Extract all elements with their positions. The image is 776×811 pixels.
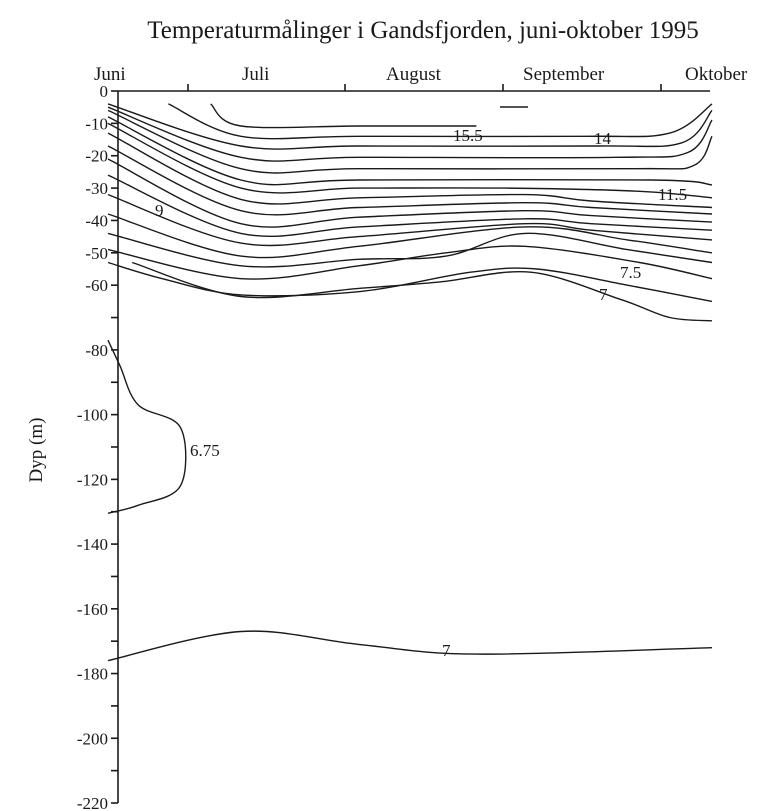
- isotherm-line: [107, 193, 713, 247]
- depth-axis-label: Dyp (m): [26, 418, 47, 483]
- isotherm-line: [107, 158, 713, 228]
- contour-label-15-5: 15.5: [453, 126, 483, 145]
- isotherm-line: [107, 174, 713, 238]
- isotherm-line: [107, 132, 713, 209]
- isotherm-7-deep-line: [107, 630, 713, 662]
- month-label-oktober: Oktober: [685, 64, 748, 85]
- depth-tick-label: -160: [77, 600, 108, 619]
- isotherm-line: [107, 103, 713, 150]
- depth-tick-label: -140: [77, 535, 108, 554]
- depth-tick-label: -10: [85, 114, 108, 133]
- month-label-august: August: [386, 64, 442, 85]
- month-label-september: September: [523, 64, 605, 85]
- isotherm-line: [107, 109, 713, 174]
- isotherm-line: [168, 103, 713, 140]
- depth-tick-label: -40: [85, 211, 108, 230]
- depth-tick-label: -120: [77, 470, 108, 489]
- contour-label-11-5: 11.5: [658, 185, 687, 204]
- isotherm-line: [107, 116, 713, 186]
- isotherm-line: [107, 106, 713, 162]
- contour-label-9: 9: [155, 201, 164, 220]
- isotherm-line: [107, 232, 713, 268]
- depth-tick-label: -30: [85, 179, 108, 198]
- depth-tick-label: -100: [77, 406, 108, 425]
- depth-tick-label: -60: [85, 276, 108, 295]
- isotherm-7-lower-line: [131, 261, 713, 322]
- isotherm-line: [210, 103, 477, 129]
- isotherm-line: [107, 122, 713, 199]
- isotherm-line: [107, 245, 713, 280]
- contour-label-7-upper: 7: [599, 285, 608, 304]
- contour-label-6-75: 6.75: [190, 441, 220, 460]
- depth-tick-label: -50: [85, 244, 108, 263]
- month-label-juni: Juni: [94, 64, 126, 85]
- contour-label-14: 14: [594, 129, 612, 148]
- depth-tick-label: -200: [77, 729, 108, 748]
- depth-tick-label: -20: [85, 147, 108, 166]
- isotherm-lines: [107, 103, 713, 662]
- depth-tick-label: -80: [85, 341, 108, 360]
- contour-label-7-5: 7.5: [620, 263, 641, 282]
- isotherm-6-75-line: [107, 339, 187, 514]
- depth-axis-ticks: 0 -10 -20 -30 -40 -50 -60 -80 -100 -120 -140 -160 -1…: [77, 82, 118, 811]
- contour-label-7-deep: 7: [442, 641, 451, 660]
- depth-tick-label: 0: [100, 82, 109, 101]
- chart-title: Temperaturmålinger i Gandsfjorden, juni-…: [147, 17, 699, 44]
- depth-tick-label: -220: [77, 794, 108, 811]
- isotherm-line: [107, 213, 713, 259]
- isotherm-7-upper-line: [107, 261, 713, 303]
- isotherm-line: [107, 145, 713, 216]
- depth-tick-label: -180: [77, 665, 108, 684]
- month-label-juli: Juli: [242, 64, 269, 85]
